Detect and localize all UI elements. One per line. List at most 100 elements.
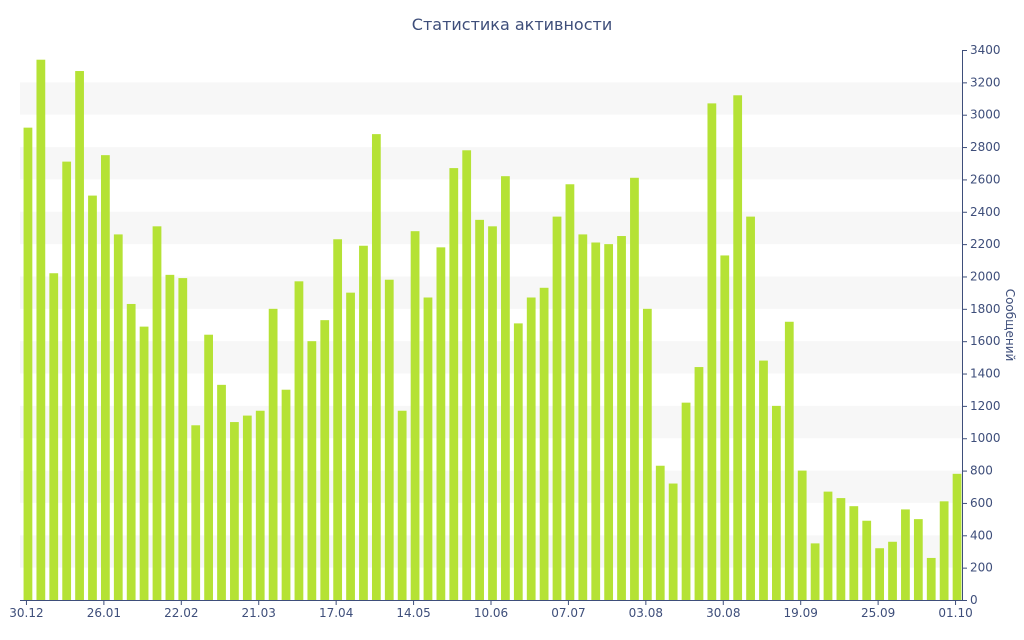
y-tick-label: 2600 xyxy=(970,172,1001,186)
x-tick-label: 10.06 xyxy=(474,606,508,620)
bar xyxy=(939,501,949,600)
bar xyxy=(526,297,536,600)
y-tick-label: 200 xyxy=(970,561,993,575)
x-tick-label: 30.08 xyxy=(706,606,740,620)
bar xyxy=(423,297,433,600)
x-tick-label: 19.09 xyxy=(784,606,818,620)
x-tick-label: 14.05 xyxy=(396,606,430,620)
bar xyxy=(191,425,201,600)
bar xyxy=(655,465,665,600)
x-tick-label: 26.01 xyxy=(87,606,121,620)
y-tick-label: 800 xyxy=(970,464,993,478)
bar xyxy=(720,255,730,600)
bar xyxy=(901,509,910,600)
grid-band xyxy=(20,82,962,115)
bar xyxy=(217,384,226,600)
chart-title: Статистика активности xyxy=(412,15,612,34)
bar xyxy=(307,341,317,600)
y-tick-label: 600 xyxy=(970,496,993,510)
bar xyxy=(604,244,614,600)
bar xyxy=(152,226,162,600)
bar xyxy=(242,415,252,600)
y-tick-label: 2800 xyxy=(970,140,1001,154)
bar xyxy=(630,177,639,601)
bar xyxy=(836,498,846,600)
bar xyxy=(281,389,291,600)
bar xyxy=(397,410,407,600)
x-tick-label: 03.08 xyxy=(629,606,663,620)
bar xyxy=(178,278,188,600)
bar xyxy=(255,410,265,600)
bars-group xyxy=(23,59,962,601)
bar xyxy=(359,245,368,601)
y-tick-label: 1600 xyxy=(970,334,1001,348)
y-axis-label: Сообщений xyxy=(1003,289,1017,362)
bar xyxy=(204,334,213,600)
bar xyxy=(578,234,588,600)
x-tick-label: 17.04 xyxy=(319,606,353,620)
grid-band xyxy=(20,147,962,180)
y-tick-label: 1200 xyxy=(970,399,1001,413)
bar xyxy=(875,548,885,600)
y-tick-label: 3200 xyxy=(970,75,1001,89)
bar xyxy=(488,226,497,600)
bar xyxy=(62,161,72,600)
bar xyxy=(371,134,381,600)
bar xyxy=(642,308,652,600)
x-tick-label: 22.02 xyxy=(164,606,198,620)
bar xyxy=(333,239,343,600)
bar xyxy=(913,519,923,600)
y-tick-label: 1000 xyxy=(970,431,1001,445)
bar xyxy=(513,323,523,600)
bar xyxy=(320,320,330,600)
bar xyxy=(617,236,626,600)
bar xyxy=(410,231,420,600)
x-tick-label: 21.03 xyxy=(242,606,276,620)
bar xyxy=(888,541,897,600)
bar xyxy=(346,292,355,600)
bar xyxy=(49,273,59,600)
x-tick-label: 25.09 xyxy=(861,606,895,620)
bar xyxy=(591,242,601,600)
bar xyxy=(952,473,962,600)
bar xyxy=(294,281,304,600)
bar xyxy=(733,95,743,600)
bar xyxy=(707,103,717,600)
y-tick-label: 1400 xyxy=(970,367,1001,381)
y-tick-label: 3400 xyxy=(970,43,1001,57)
bar xyxy=(694,367,704,600)
y-tick-label: 2000 xyxy=(970,269,1001,283)
bar xyxy=(23,127,33,601)
bar xyxy=(268,308,278,600)
bar xyxy=(384,279,394,600)
y-tick-label: 0 xyxy=(970,593,978,607)
bar xyxy=(552,216,562,600)
bar xyxy=(436,247,446,600)
bar xyxy=(772,405,781,600)
x-tick-label: 07.07 xyxy=(551,606,585,620)
bar xyxy=(926,557,936,600)
bar xyxy=(139,326,149,600)
bar xyxy=(784,321,794,600)
bar xyxy=(230,422,239,600)
bar xyxy=(849,506,859,600)
bar xyxy=(88,195,97,600)
bar xyxy=(797,470,807,600)
bar xyxy=(823,491,833,600)
bar xyxy=(539,287,549,600)
y-tick-label: 2400 xyxy=(970,205,1001,219)
bar xyxy=(126,303,136,600)
bar xyxy=(449,168,459,600)
bar xyxy=(100,155,110,600)
bar xyxy=(75,71,84,600)
y-tick-label: 3000 xyxy=(970,108,1001,122)
y-tick-label: 2200 xyxy=(970,237,1001,251)
bar xyxy=(681,402,691,600)
x-tick-label: 30.12 xyxy=(9,606,43,620)
bar xyxy=(862,520,872,600)
bar xyxy=(565,184,575,600)
bar xyxy=(462,150,472,601)
y-tick-label: 1800 xyxy=(970,302,1001,316)
